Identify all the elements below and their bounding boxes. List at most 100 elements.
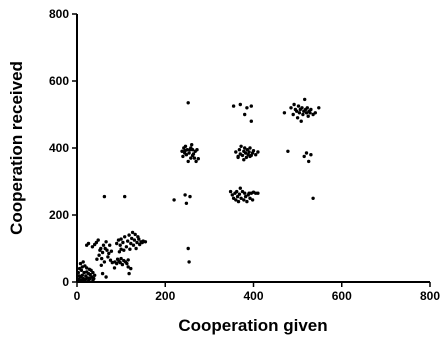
data-point <box>76 270 81 275</box>
data-point <box>247 150 251 154</box>
data-point <box>242 198 246 202</box>
data-point <box>311 196 315 200</box>
data-point <box>248 146 252 150</box>
data-point <box>243 151 248 155</box>
data-point <box>91 278 95 282</box>
data-point <box>131 243 136 247</box>
data-point <box>129 266 133 271</box>
data-point <box>305 106 309 110</box>
data-point <box>183 149 187 153</box>
data-point <box>79 268 84 272</box>
data-point <box>306 114 310 118</box>
y-ticks: 0 200 400 600 800 <box>49 7 77 289</box>
data-point <box>194 159 198 164</box>
x-tick-label: 0 <box>74 289 81 303</box>
data-point <box>90 245 95 249</box>
data-point <box>256 191 260 195</box>
data-point <box>119 256 123 261</box>
data-point <box>301 112 305 117</box>
data-point <box>85 266 89 270</box>
data-point <box>93 273 97 277</box>
data-point <box>300 106 304 110</box>
data-point <box>297 111 302 115</box>
data-point <box>291 112 295 117</box>
data-point <box>239 144 243 148</box>
x-tick-label: 200 <box>155 289 175 303</box>
data-point <box>230 193 234 197</box>
x-axis: 0 200 400 600 800 <box>74 281 440 303</box>
y-axis-label: Cooperation received <box>7 61 26 235</box>
data-point <box>234 150 238 154</box>
data-point <box>181 154 185 159</box>
data-point <box>304 111 309 115</box>
y-tick-label: 400 <box>49 141 69 155</box>
data-point <box>130 230 135 235</box>
data-point <box>250 198 255 202</box>
data-point <box>235 189 239 194</box>
data-point <box>243 146 247 150</box>
data-point <box>143 240 148 244</box>
data-point <box>87 267 92 271</box>
y-tick-label: 0 <box>62 275 69 289</box>
data-point <box>245 148 249 152</box>
data-point <box>112 266 117 270</box>
data-point <box>295 109 299 113</box>
data-point <box>94 240 99 245</box>
data-point <box>138 242 142 247</box>
data-point <box>80 265 85 269</box>
data-point <box>292 102 296 107</box>
data-point <box>240 153 245 158</box>
data-point <box>128 247 132 251</box>
data-point <box>137 237 141 241</box>
data-point <box>127 233 131 237</box>
data-point <box>309 153 313 157</box>
data-point <box>242 158 246 162</box>
data-point <box>80 273 85 277</box>
data-point <box>186 246 190 251</box>
y-tick-label: 600 <box>49 74 69 88</box>
data-point <box>317 106 321 110</box>
data-point <box>239 196 243 200</box>
data-point <box>81 279 86 283</box>
data-point <box>289 106 293 110</box>
y-axis: 0 200 400 600 800 <box>49 7 78 289</box>
data-point <box>104 275 108 279</box>
data-point <box>180 149 184 153</box>
data-point <box>228 189 233 194</box>
data-point <box>88 276 92 280</box>
data-point <box>77 274 81 278</box>
data-point <box>97 253 101 257</box>
data-point <box>302 154 306 159</box>
data-point <box>191 152 196 156</box>
data-point <box>187 260 191 264</box>
data-point <box>107 251 111 256</box>
data-point <box>115 261 119 266</box>
data-points <box>76 97 321 283</box>
data-point <box>78 261 83 266</box>
data-point <box>104 240 108 244</box>
data-point <box>188 194 192 199</box>
data-point <box>187 151 191 155</box>
data-point <box>308 111 312 115</box>
data-point <box>130 236 134 241</box>
data-point <box>249 104 253 108</box>
data-point <box>119 247 123 251</box>
data-point <box>116 238 121 242</box>
data-point <box>82 270 86 275</box>
data-point <box>106 255 110 259</box>
data-point <box>96 238 100 242</box>
data-point <box>99 246 103 251</box>
data-point <box>189 156 193 160</box>
data-point <box>120 262 125 267</box>
data-point <box>133 232 137 237</box>
data-point <box>243 112 247 117</box>
data-point <box>102 194 107 199</box>
data-point <box>126 239 130 243</box>
data-point <box>115 241 119 246</box>
data-point <box>256 150 260 154</box>
data-point <box>243 191 247 195</box>
data-point <box>119 237 123 241</box>
data-point <box>309 107 313 112</box>
data-point <box>234 198 238 202</box>
